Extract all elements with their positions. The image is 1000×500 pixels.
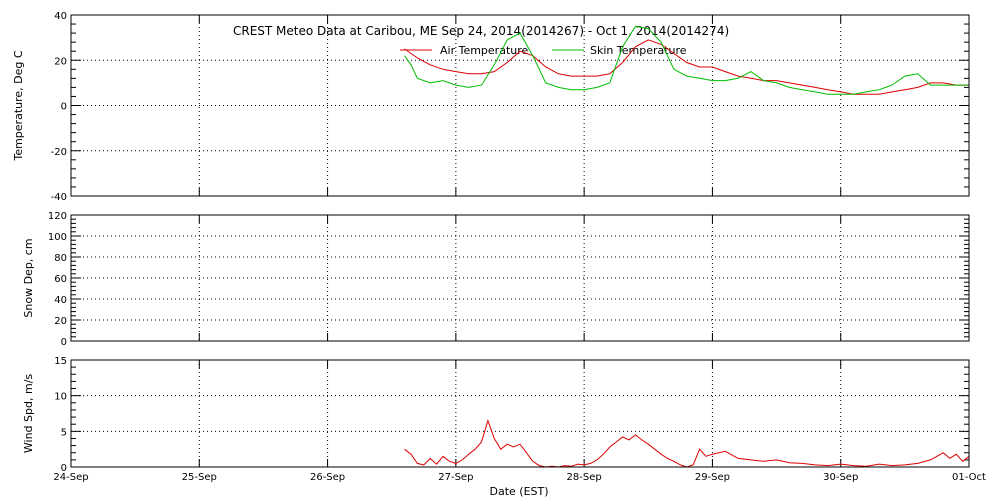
y-axis-title: Wind Spd, m/s [22,374,35,454]
y-tick-label: 60 [54,274,67,285]
plot-frame [70,359,970,468]
y-tick-label: 40 [54,11,67,22]
x-tick-label: 28-Sep [567,472,602,483]
series-line-wind-speed [404,418,970,468]
series-line-skin-temperature [404,25,969,95]
x-axis-tick-labels: 24-Sep 25-Sep 26-Sep 27-Sep 28-Sep 29-Sep 30-S… [53,472,986,483]
snow-depth-panel: 0 20 40 60 80 100 120 Snow Dep, cm [22,211,970,348]
x-tick-label: 24-Sep [53,472,88,483]
legend: Air Temperature Skin Temperature [400,44,687,57]
plot-frame [70,214,970,342]
y-tick-label: 20 [54,316,67,327]
x-tick-label: 26-Sep [310,472,345,483]
y-tick-label: 100 [48,232,67,243]
temperature-panel: -40 -20 0 20 40 Temperature, Deg C [12,11,970,203]
y-tick-label: 80 [54,253,67,264]
x-axis-title: Date (EST) [489,485,548,498]
plot-frame [70,14,970,197]
x-tick-label: 25-Sep [182,472,217,483]
chart-title: CREST Meteo Data at Caribou, ME Sep 24, … [233,24,729,38]
y-tick-label: 0 [61,337,67,348]
x-tick-label: 30-Sep [823,472,858,483]
y-tick-label: 10 [54,392,67,403]
y-tick-label: 0 [61,463,67,474]
y-tick-label: -40 [51,192,67,203]
series-line-air-temperature [404,39,969,95]
y-axis-title: Temperature, Deg C [12,50,25,161]
x-tick-label: 29-Sep [695,472,730,483]
y-tick-label: 5 [61,427,67,438]
legend-skin-label: Skin Temperature [590,44,687,57]
legend-air-label: Air Temperature [440,44,529,57]
y-tick-label: 20 [54,56,67,67]
wind-speed-panel: 0 5 10 15 Wind Spd, m/s [22,356,970,474]
y-tick-label: 0 [61,102,67,113]
x-tick-label: 01-Oct [952,472,986,483]
y-tick-label: 120 [48,211,67,222]
x-tick-label: 27-Sep [438,472,473,483]
y-tick-label: -20 [51,147,67,158]
y-tick-label: 40 [54,295,67,306]
y-axis-title: Snow Dep, cm [22,238,35,317]
y-tick-label: 15 [54,356,67,367]
